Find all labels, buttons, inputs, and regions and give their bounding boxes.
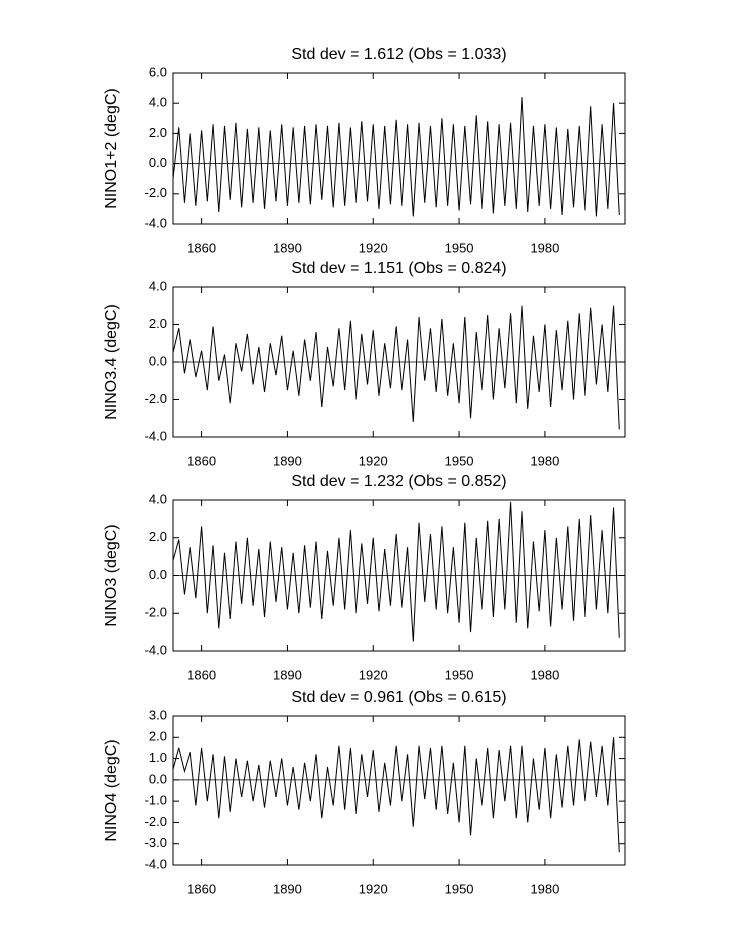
y-tick-label: -1.0 xyxy=(145,793,167,808)
y-tick-label: -4.0 xyxy=(145,856,167,871)
plot-frame xyxy=(172,286,626,438)
y-tick-label: 4.0 xyxy=(149,491,167,506)
x-tick-label: 1950 xyxy=(445,240,474,255)
x-tick-label: 1890 xyxy=(273,453,302,468)
y-tick-label: 3.0 xyxy=(149,707,167,722)
y-tick-label: 0.0 xyxy=(149,567,167,582)
x-tick-label: 1890 xyxy=(273,881,302,896)
y-axis-label: NINO3.4 (degC) xyxy=(103,304,120,420)
y-axis-label: NINO4 (degC) xyxy=(103,739,120,841)
y-tick-label: -2.0 xyxy=(145,605,167,620)
y-tick-label: -4.0 xyxy=(145,215,167,230)
panel: Std dev = 0.961 (Obs = 0.615) NINO4 (degC… xyxy=(103,689,626,896)
y-tick-label: 4.0 xyxy=(149,95,167,110)
plot-frame xyxy=(172,72,626,225)
y-tick-label: -2.0 xyxy=(145,391,167,406)
x-tick-label: 1860 xyxy=(187,240,216,255)
x-tick-label: 1920 xyxy=(359,240,388,255)
y-tick-label: 2.0 xyxy=(149,125,167,140)
x-tick-label: 1980 xyxy=(530,667,559,682)
x-tick-label: 1890 xyxy=(273,240,302,255)
panel: Std dev = 1.232 (Obs = 0.852) NINO3 (degC… xyxy=(103,473,626,682)
data-line xyxy=(172,97,620,217)
panel: Std dev = 1.151 (Obs = 0.824) NINO3.4 (de… xyxy=(103,260,626,468)
y-tick-label: 4.0 xyxy=(149,278,167,293)
x-tick-label: 1980 xyxy=(530,453,559,468)
data-line xyxy=(172,501,620,642)
x-tick-label: 1950 xyxy=(445,453,474,468)
data-line xyxy=(172,737,620,853)
panel: Std dev = 1.612 (Obs = 1.033) NINO1+2 (de… xyxy=(103,46,626,255)
x-tick-label: 1920 xyxy=(359,453,388,468)
panel-title: Std dev = 1.612 (Obs = 1.033) xyxy=(291,46,506,63)
y-tick-label: -3.0 xyxy=(145,835,167,850)
x-tick-label: 1860 xyxy=(187,667,216,682)
y-tick-label: 0.0 xyxy=(149,771,167,786)
y-tick-label: 0.0 xyxy=(149,353,167,368)
x-tick-label: 1890 xyxy=(273,667,302,682)
x-tick-label: 1980 xyxy=(530,240,559,255)
data-line xyxy=(172,305,620,430)
x-tick-label: 1950 xyxy=(445,667,474,682)
y-tick-label: 2.0 xyxy=(149,529,167,544)
x-tick-label: 1980 xyxy=(530,881,559,896)
y-tick-label: -4.0 xyxy=(145,428,167,443)
y-axis-label: NINO3 (degC) xyxy=(103,524,120,626)
panel-title: Std dev = 0.961 (Obs = 0.615) xyxy=(291,689,506,706)
y-tick-label: 0.0 xyxy=(149,155,167,170)
y-tick-label: -4.0 xyxy=(145,642,167,657)
y-axis-label: NINO1+2 (degC) xyxy=(103,88,120,209)
x-tick-label: 1920 xyxy=(359,667,388,682)
y-tick-label: -2.0 xyxy=(145,185,167,200)
panel-title: Std dev = 1.151 (Obs = 0.824) xyxy=(291,260,506,277)
y-tick-label: 1.0 xyxy=(149,750,167,765)
panel-title: Std dev = 1.232 (Obs = 0.852) xyxy=(291,473,506,490)
x-tick-label: 1860 xyxy=(187,881,216,896)
y-tick-label: 2.0 xyxy=(149,729,167,744)
y-tick-label: 6.0 xyxy=(149,64,167,79)
x-tick-label: 1860 xyxy=(187,453,216,468)
x-tick-label: 1920 xyxy=(359,881,388,896)
x-tick-label: 1950 xyxy=(445,881,474,896)
plot-frame xyxy=(172,715,626,866)
plot-frame xyxy=(172,499,626,652)
y-tick-label: 2.0 xyxy=(149,316,167,331)
y-tick-label: -2.0 xyxy=(145,814,167,829)
